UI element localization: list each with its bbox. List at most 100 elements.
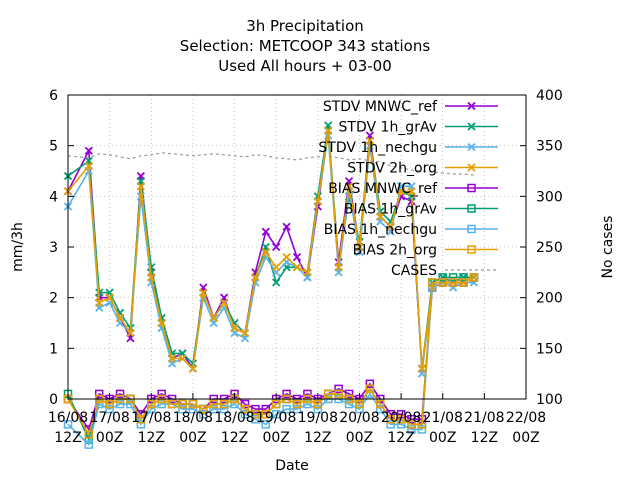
data-point <box>94 389 104 399</box>
y2-tick-label: 250 <box>536 240 563 256</box>
data-point <box>407 420 416 429</box>
legend: STDV MNWC_ref STDV 1h_grAv STDV 1h_nechgu S… <box>318 99 498 279</box>
data-point <box>303 268 312 277</box>
data-point <box>448 273 458 282</box>
data-point <box>376 212 385 221</box>
x-tick-label-date: 16/08 <box>48 410 88 426</box>
y2-tick-label: 400 <box>536 88 563 104</box>
data-point <box>261 227 270 236</box>
y-tick-label: 3 <box>49 240 58 256</box>
data-point <box>334 389 343 399</box>
series-group <box>63 126 479 373</box>
data-point <box>292 252 302 262</box>
x-tick-label-hour: 12Z <box>221 430 248 446</box>
data-point <box>282 389 291 399</box>
data-point <box>292 399 302 409</box>
data-point <box>199 288 208 297</box>
data-point <box>209 404 218 414</box>
data-point <box>188 404 198 414</box>
y-tick-label: 2 <box>49 291 58 307</box>
data-point <box>292 404 302 414</box>
data-point <box>313 197 322 206</box>
data-point <box>157 318 166 328</box>
data-point <box>219 298 229 307</box>
data-point <box>251 415 260 424</box>
data-point <box>240 399 250 409</box>
legend-item: STDV 1h_nechgu <box>318 140 498 156</box>
legend-item: BIAS 1h_grAv <box>344 202 498 218</box>
data-point <box>272 263 281 272</box>
data-point <box>209 399 218 409</box>
data-point <box>261 420 271 429</box>
data-point <box>147 399 156 409</box>
data-point <box>396 187 406 196</box>
data-point <box>84 440 94 449</box>
legend-item: STDV MNWC_ref <box>323 99 498 115</box>
x-tick-label-hour: 00Z <box>179 430 206 446</box>
y2-tick-label: 350 <box>536 139 563 155</box>
x-tick-label-date: 20/08 <box>339 410 379 426</box>
chart-title-block: 3h Precipitation Selection: METCOOP 343 … <box>180 17 431 75</box>
data-point <box>84 430 94 439</box>
y-tick-label: 4 <box>49 189 58 205</box>
data-point <box>313 399 323 409</box>
x-tick-label-date: 22/08 <box>506 410 546 426</box>
chart-subtitle-selection: Selection: METCOOP 343 stations <box>180 37 431 55</box>
data-point <box>178 399 187 409</box>
data-point <box>240 328 250 338</box>
data-point <box>396 409 406 419</box>
y2-tick-label: 150 <box>536 341 563 357</box>
data-point <box>407 415 416 424</box>
data-point <box>271 409 281 419</box>
series-line <box>67 276 475 432</box>
data-point <box>230 323 239 333</box>
legend-item: BIAS 1h_nechgu <box>324 222 498 238</box>
legend-item: BIAS MNWC_ref <box>328 181 498 197</box>
data-point <box>261 404 271 414</box>
x-tick-label-hour: 00Z <box>96 430 123 446</box>
data-point <box>115 313 125 323</box>
legend-label: BIAS 1h_grAv <box>344 202 437 218</box>
data-point <box>105 404 114 414</box>
data-point <box>84 161 93 171</box>
data-point <box>105 293 114 302</box>
y2-tick-label: 100 <box>536 392 563 408</box>
data-point <box>63 420 73 429</box>
data-point <box>115 399 125 409</box>
legend-swatch-marker <box>467 245 476 254</box>
data-point <box>147 273 156 282</box>
y-axis-label: mm/3h <box>10 222 26 272</box>
data-point <box>428 278 437 287</box>
data-point <box>167 354 177 363</box>
data-point <box>209 313 218 323</box>
x-tick-label-date: 19/08 <box>298 410 338 426</box>
y-tick-label: 1 <box>49 341 58 357</box>
legend-label: BIAS MNWC_ref <box>328 181 438 197</box>
legend-item: STDV 1h_grAv <box>339 120 498 136</box>
data-point <box>303 389 312 399</box>
data-point <box>459 278 468 287</box>
data-point <box>344 399 354 409</box>
data-point <box>334 384 343 394</box>
data-point <box>136 420 146 429</box>
legend-item: CASES <box>391 263 498 279</box>
chart-subtitle-used: Used All hours + 03-00 <box>218 57 392 75</box>
y-tick-label: 5 <box>49 139 58 155</box>
legend-swatch-marker <box>467 101 476 111</box>
x-tick-label-date: 18/08 <box>214 410 254 426</box>
data-point <box>115 389 125 399</box>
data-point <box>365 384 375 394</box>
legend-label: STDV MNWC_ref <box>323 99 438 115</box>
data-point <box>282 252 291 262</box>
series-group <box>63 273 479 439</box>
data-point <box>219 404 229 414</box>
data-point <box>344 389 354 399</box>
data-point <box>303 399 312 409</box>
x-tick-label-date: 18/08 <box>173 410 213 426</box>
x-tick-label-date: 20/08 <box>381 410 421 426</box>
data-point <box>459 273 468 282</box>
data-point <box>396 415 406 424</box>
data-point <box>417 364 427 373</box>
data-point <box>355 404 364 414</box>
